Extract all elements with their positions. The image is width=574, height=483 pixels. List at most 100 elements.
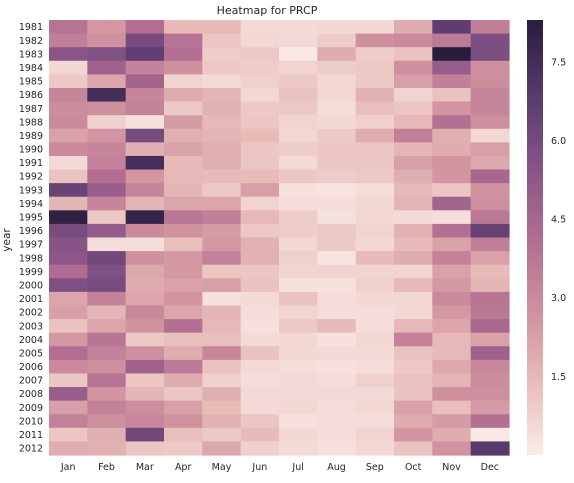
- heatmap-cell: [470, 319, 510, 334]
- heatmap-cell: [355, 305, 395, 320]
- heatmap-cell: [202, 210, 242, 225]
- heatmap-cell: [202, 264, 242, 279]
- heatmap-cell: [394, 400, 433, 415]
- heatmap-cell: [164, 128, 203, 143]
- heatmap-cell: [279, 359, 318, 375]
- heatmap-cell: [164, 183, 203, 198]
- heatmap-cell: [49, 359, 88, 375]
- heatmap-cell: [49, 115, 88, 130]
- heatmap-cell: [202, 359, 242, 375]
- heatmap-cell: [87, 183, 127, 198]
- y-tick-label: 2002: [19, 308, 43, 319]
- heatmap-cell: [279, 155, 318, 171]
- heatmap-cell: [164, 115, 203, 130]
- y-tick-label: 2011: [19, 430, 43, 441]
- colorbar-tick-label: 4.5: [551, 215, 566, 226]
- heatmap-cell: [394, 373, 433, 388]
- heatmap-cell: [432, 210, 472, 225]
- x-tick-label: Sep: [366, 462, 384, 473]
- heatmap-cell: [125, 128, 165, 143]
- heatmap-cell: [432, 87, 472, 103]
- heatmap-cell: [87, 196, 127, 211]
- heatmap-cell: [240, 291, 280, 307]
- y-tick-label: 1987: [19, 104, 43, 115]
- heatmap-cell: [470, 251, 510, 266]
- heatmap-cell: [49, 20, 88, 35]
- heatmap-cell: [432, 373, 472, 388]
- heatmap-cell: [317, 346, 357, 361]
- y-tick-label: 1991: [19, 158, 43, 169]
- heatmap-cell: [202, 169, 242, 184]
- heatmap-cell: [470, 183, 510, 198]
- heatmap-cell: [394, 332, 433, 347]
- heatmap-cell: [394, 183, 433, 198]
- heatmap-cell: [470, 332, 510, 347]
- heatmap-cell: [164, 359, 203, 375]
- y-tick-label: 2001: [19, 294, 43, 305]
- heatmap-cell: [470, 387, 510, 402]
- heatmap-cell: [240, 387, 280, 402]
- y-tick-label: 1990: [19, 145, 43, 156]
- heatmap-cell: [164, 20, 203, 35]
- heatmap-cell: [470, 196, 510, 211]
- heatmap-cell: [87, 278, 127, 293]
- heatmap-cell: [49, 47, 88, 62]
- heatmap-cell: [125, 332, 165, 347]
- heatmap-cell: [240, 346, 280, 361]
- heatmap-cell: [164, 441, 203, 456]
- heatmap-cell: [87, 305, 127, 320]
- heatmap-cell: [432, 414, 472, 429]
- y-axis-label: year: [1, 228, 13, 252]
- heatmap-cell: [470, 264, 510, 279]
- heatmap-cell: [164, 223, 203, 239]
- heatmap-cell: [355, 87, 395, 103]
- heatmap-cell: [125, 291, 165, 307]
- heatmap-cell: [355, 332, 395, 347]
- heatmap-cell: [279, 373, 318, 388]
- heatmap-cell: [394, 87, 433, 103]
- colorbar-tick-label: 6.0: [551, 136, 566, 147]
- heatmap-cell: [125, 196, 165, 211]
- heatmap-cell: [470, 128, 510, 143]
- heatmap-cell: [432, 47, 472, 62]
- heatmap-cell: [355, 155, 395, 171]
- x-tick-label: Jan: [60, 462, 76, 473]
- heatmap-cell: [240, 47, 280, 62]
- heatmap-cell: [164, 387, 203, 402]
- heatmap-cell: [432, 346, 472, 361]
- heatmap-cell: [125, 223, 165, 239]
- heatmap-cell: [49, 291, 88, 307]
- colorbar-tick-labels: 1.5 3.0 4.5 6.0 7.5: [551, 57, 566, 382]
- heatmap-cell: [394, 346, 433, 361]
- heatmap-cell: [394, 101, 433, 116]
- heatmap-cell: [394, 47, 433, 62]
- heatmap-cell: [317, 264, 357, 279]
- heatmap-cell: [125, 20, 165, 35]
- heatmap-cell: [125, 33, 165, 48]
- heatmap-cell: [317, 47, 357, 62]
- heatmap-cell: [394, 128, 433, 143]
- heatmap-cell: [317, 400, 357, 415]
- heatmap-cell: [279, 74, 318, 89]
- heatmap-cell: [470, 33, 510, 48]
- heatmap-cell: [355, 387, 395, 402]
- heatmap-cell: [87, 210, 127, 225]
- y-tick-label: 2003: [19, 321, 43, 332]
- heatmap-cell: [87, 251, 127, 266]
- heatmap-cell: [125, 305, 165, 320]
- heatmap-cell: [355, 441, 395, 456]
- heatmap-cell: [125, 169, 165, 184]
- heatmap-cell: [432, 278, 472, 293]
- heatmap-cell: [125, 210, 165, 225]
- heatmap-cell: [394, 291, 433, 307]
- heatmap-cell: [49, 128, 88, 143]
- heatmap-cell: [240, 332, 280, 347]
- heatmap-cell: [240, 373, 280, 388]
- heatmap-cell: [432, 142, 472, 157]
- heatmap-cell: [49, 332, 88, 347]
- heatmap-cell: [49, 251, 88, 266]
- heatmap-cell: [317, 169, 357, 184]
- heatmap-cell: [87, 237, 127, 252]
- y-tick-labels: 1981 1982 1983 1984 1985 1986 1987 1988 1989 1990…: [19, 22, 43, 454]
